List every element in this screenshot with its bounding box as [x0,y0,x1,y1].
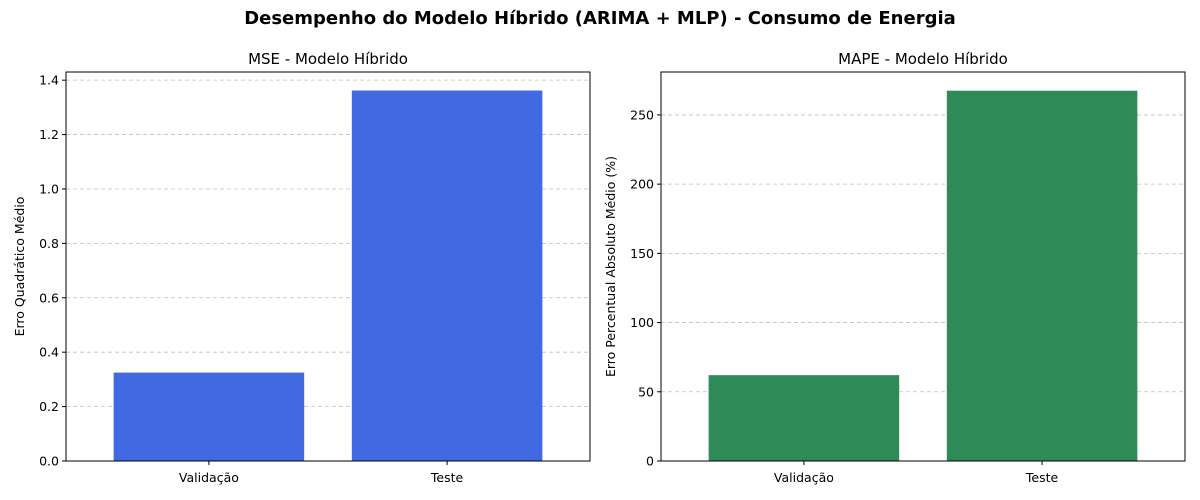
y-axis-label: Erro Quadrático Médio [12,197,27,337]
bar-validacao [113,372,305,461]
y-tick-label: 200 [630,177,654,192]
x-tick-label: Validação [774,470,834,485]
bar-validacao [708,375,900,461]
y-tick-label: 1.2 [39,127,59,142]
chart-panel-2: 0 50 100 150 200 250 Validação Teste MAPE - Mode… [603,50,1186,485]
y-tick-label: 0.6 [39,290,59,305]
y-tick-label: 50 [638,384,654,399]
y-tick-label: 0.0 [39,454,59,469]
bar-teste [351,90,543,462]
axes-frame [65,71,591,462]
y-tick-label: 250 [630,107,654,122]
figure-title: Desempenho do Modelo Híbrido (ARIMA + ML… [244,8,956,29]
y-tick-label: 100 [630,315,654,330]
x-tick-label: Teste [1025,470,1059,485]
chart-title: MAPE - Modelo Híbrido [838,50,1008,68]
y-tick-label: 1.4 [39,73,59,88]
bar-teste [946,90,1138,462]
y-tick-label: 0.2 [39,399,59,414]
y-tick-label: 1.0 [39,181,59,196]
y-tick-label: 0.8 [39,236,59,251]
x-tick-label: Teste [430,470,464,485]
y-tick-label: 150 [630,246,654,261]
axes-frame [660,71,1186,462]
y-axis-label: Erro Percentual Absoluto Médio (%) [603,156,618,377]
chart-panel-1: 0.0 0.2 0.4 0.6 0.8 1.0 1.2 1.4 Validação Teste MS… [12,50,591,485]
chart-title: MSE - Modelo Híbrido [248,50,408,68]
y-tick-label: 0 [646,454,654,469]
x-tick-label: Validação [179,470,239,485]
y-tick-label: 0.4 [39,345,59,360]
